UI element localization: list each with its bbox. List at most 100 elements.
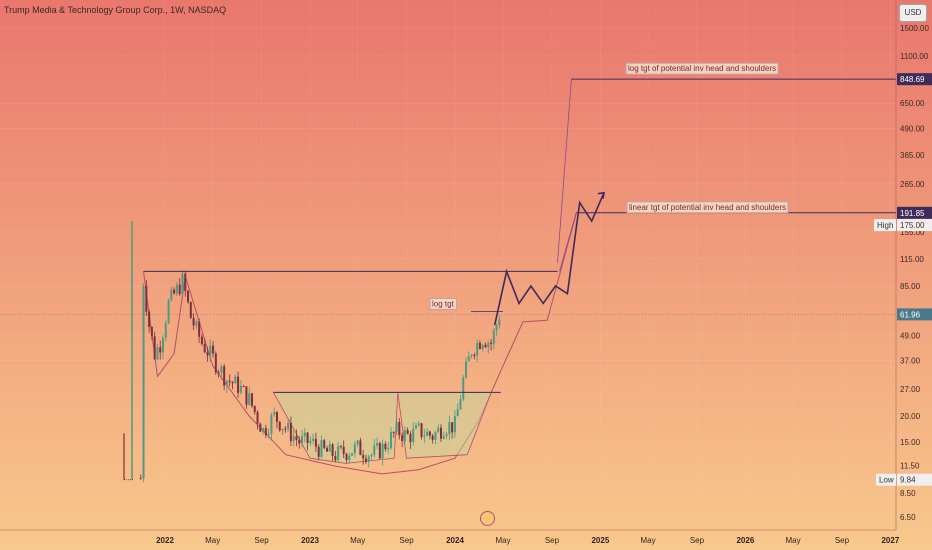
time-tick-label: May (786, 536, 801, 545)
candle-body (298, 439, 301, 444)
candle-body (203, 344, 206, 353)
candle-body (395, 422, 398, 433)
price-tick-label: 365.00 (900, 151, 925, 160)
price-tick-label: 1100.00 (900, 52, 929, 61)
price-tick-label: 490.00 (900, 125, 925, 134)
cup-pattern (143, 213, 577, 475)
candle-body (253, 405, 256, 413)
candle-body (381, 443, 384, 459)
candle-body (317, 446, 320, 457)
candle-body (206, 352, 209, 356)
candle-body (414, 425, 417, 429)
low-label-bg (876, 473, 896, 486)
inverse-head-shoulders-curve (143, 213, 577, 475)
candle-body (314, 438, 317, 447)
candle-body (451, 422, 454, 433)
candle-body (387, 448, 390, 450)
time-tick-label: 2022 (156, 536, 174, 545)
candle-body (148, 311, 151, 327)
time-tick-label: May (496, 536, 511, 545)
time-tick-label: Sep (399, 536, 414, 545)
candle-body (275, 411, 278, 422)
price-tick-label: 37.00 (900, 357, 921, 366)
price-tick-label: 11.50 (900, 462, 920, 471)
candle-body (376, 443, 379, 446)
low-label: Low (879, 476, 894, 485)
log-target-annotation: log tgt of potential inv head and should… (628, 64, 776, 73)
price-tick-label: 8.50 (900, 489, 916, 498)
candle-body (164, 323, 167, 338)
candle-body (417, 423, 420, 426)
candle-body (248, 393, 251, 405)
candle-body (192, 318, 195, 326)
candle-body (428, 431, 431, 436)
price-tag-log-target-bg (897, 73, 932, 86)
time-tick-label: May (641, 536, 656, 545)
candle-body (351, 453, 354, 456)
candle-body (250, 393, 253, 406)
candle-body (217, 372, 220, 374)
time-tick-label: 2023 (301, 536, 319, 545)
drawings: log tgt of potential inv head and should… (143, 62, 896, 393)
time-tick-label: Sep (545, 536, 560, 545)
candle-body (153, 336, 156, 360)
candle-body (301, 436, 304, 444)
candle-body (348, 455, 351, 460)
candle-body (342, 446, 345, 454)
candle-body (270, 415, 273, 434)
candle-body (326, 447, 329, 452)
price-tag-high-bg (897, 219, 932, 232)
candle-body (423, 435, 426, 437)
price-tick-label: 115.00 (900, 255, 924, 264)
candle-body (470, 354, 473, 357)
time-tick-label: 2026 (736, 536, 754, 545)
candle-body (306, 432, 309, 444)
candle-body (200, 336, 203, 345)
candle-body (320, 440, 323, 457)
candle-body (225, 380, 228, 386)
time-tick-label: Sep (254, 536, 269, 545)
candle-body (440, 427, 443, 439)
candle-body (281, 428, 284, 431)
price-tag-last: 61.96 (900, 310, 921, 319)
time-tick-label: May (350, 536, 365, 545)
candle-body (373, 445, 376, 455)
candle-body (264, 428, 267, 436)
candle-body (159, 347, 162, 353)
candle-body (167, 300, 170, 324)
candle-body (389, 432, 392, 449)
candle-body (487, 342, 490, 348)
price-tick-label: 650.00 (900, 99, 925, 108)
candle-body (309, 440, 312, 444)
candle-body (456, 409, 459, 417)
candle-body (220, 366, 223, 373)
candle-body (245, 386, 248, 405)
candle-body (331, 444, 334, 457)
price-tick-label: 27.00 (900, 385, 921, 394)
candle-body (434, 432, 437, 440)
candle-body (209, 345, 212, 356)
candle-body (328, 444, 331, 452)
candle-body (364, 458, 367, 462)
currency-button[interactable]: USD (899, 4, 927, 22)
candle-body (198, 321, 201, 337)
flash-icon[interactable]: ⚡ (480, 511, 495, 526)
candle-body (473, 354, 476, 356)
candle-body (401, 435, 404, 442)
price-tick-label: 49.00 (900, 331, 921, 340)
price-tick-label: 20.00 (900, 412, 921, 421)
candle-body (426, 431, 429, 436)
candle-body (228, 380, 231, 382)
candle-body (448, 422, 451, 434)
candle-body (187, 290, 190, 303)
candle-body (409, 433, 412, 443)
candle-body (478, 342, 481, 349)
candle-body (459, 399, 462, 410)
candle-body (259, 423, 262, 432)
candle-body (262, 428, 265, 432)
price-tick-label: 15.00 (900, 438, 921, 447)
candle-body (142, 286, 145, 479)
